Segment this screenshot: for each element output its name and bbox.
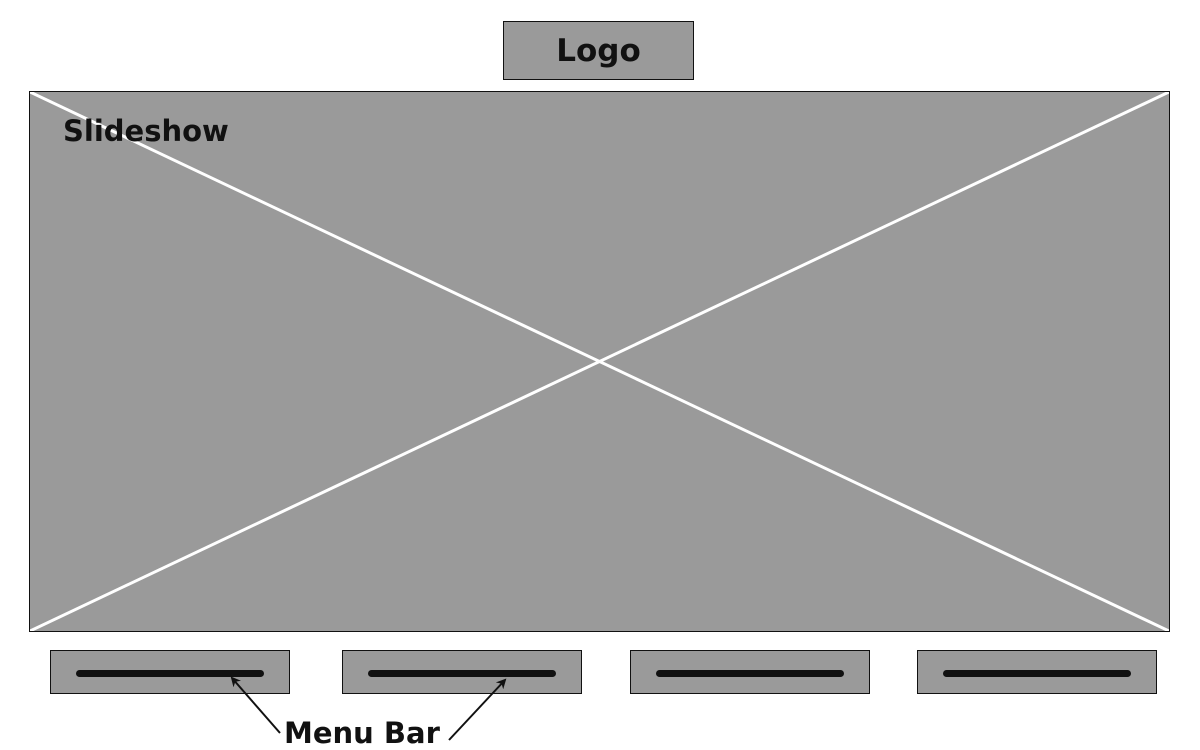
menu-bar-annotation: Menu Bar <box>284 716 440 750</box>
menu-item-text-placeholder <box>368 670 556 677</box>
slideshow-placeholder[interactable]: Slideshow <box>29 91 1170 632</box>
menu-item-text-placeholder <box>656 670 844 677</box>
logo-label: Logo <box>556 32 641 69</box>
cross-line-diagonal-2 <box>30 92 1169 631</box>
menu-item-1[interactable] <box>50 650 290 694</box>
menu-item-3[interactable] <box>630 650 870 694</box>
menu-item-text-placeholder <box>76 670 264 677</box>
menu-item-2[interactable] <box>342 650 582 694</box>
slideshow-cross-lines <box>30 92 1169 631</box>
menu-item-4[interactable] <box>917 650 1157 694</box>
logo-placeholder[interactable]: Logo <box>503 21 694 80</box>
menu-item-text-placeholder <box>943 670 1131 677</box>
slideshow-label: Slideshow <box>63 114 229 148</box>
